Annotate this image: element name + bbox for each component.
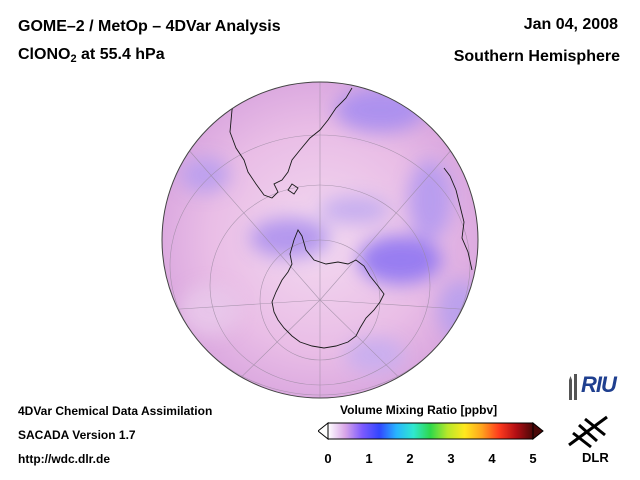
colorbar-low-arrow [318,421,329,441]
colorbar-high-arrow [532,421,544,441]
hemisphere-label: Southern Hemisphere [453,48,620,65]
footer-line-2: SACADA Version 1.7 [18,428,136,442]
footer-url: http://wdc.dlr.de [18,452,110,466]
species-subscript: 2 [70,53,77,65]
colorbar-gradient [327,422,534,440]
colorbar-tick-label: 0 [324,451,332,466]
coastlines [229,87,473,349]
analysis-date: Jan 04, 2008 [523,16,618,33]
dlr-logo-icon [568,415,608,449]
globe-map [161,81,479,399]
globe-field [162,82,478,398]
graticule [164,82,476,398]
globe-outline [161,81,479,399]
map-title: GOME–2 / MetOp – 4DVar Analysis [18,18,281,35]
colorbar [318,421,544,441]
species-label: ClONO2 at 55.4 hPa [18,46,165,65]
colorbar-tick-label: 4 [488,451,496,466]
colorbar-title: Volume Mixing Ratio [ppbv] [340,403,498,417]
species-level: at 55.4 hPa [76,46,165,63]
riu-logo-text: RIU [581,372,617,397]
colorbar-tick-label: 5 [529,451,537,466]
footer-line-1: 4DVar Chemical Data Assimilation [18,404,213,418]
dlr-logo-text: DLR [582,450,609,465]
colorbar-tick-label: 1 [365,451,373,466]
species-main: ClONO [18,46,71,63]
colorbar-tick-label: 2 [406,451,414,466]
colorbar-tick-label: 3 [447,451,455,466]
riu-logo-icon [569,374,577,400]
